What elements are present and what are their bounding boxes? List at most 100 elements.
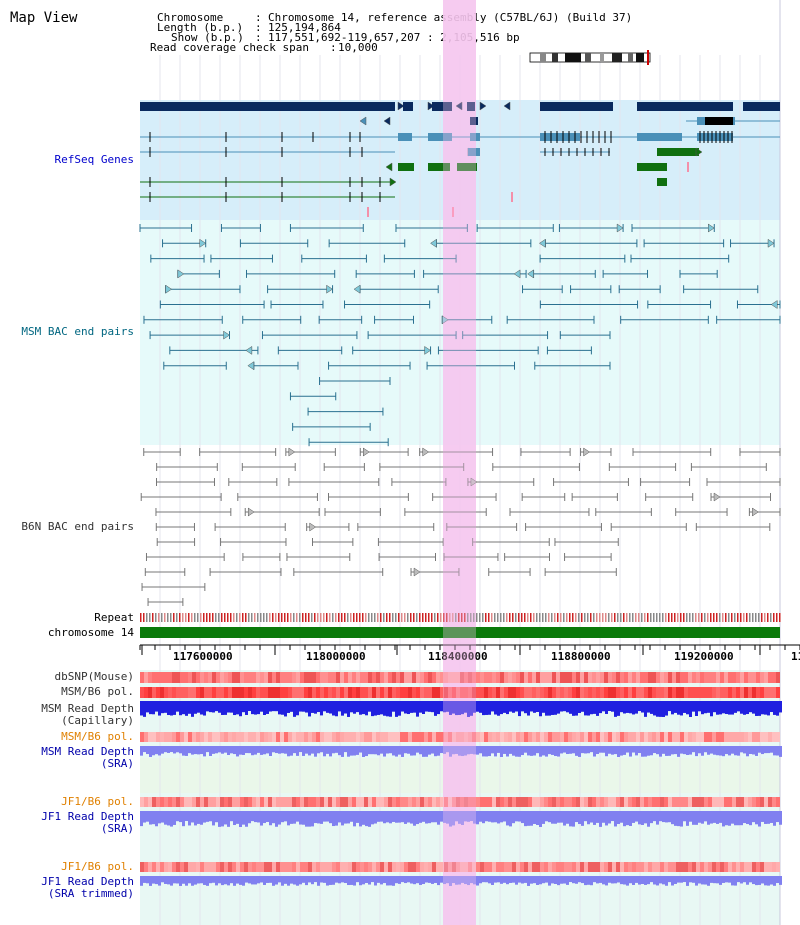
depth-bar <box>749 701 752 713</box>
depth-bar <box>713 811 716 823</box>
repeat-mark <box>395 613 397 622</box>
depth-bar <box>347 746 350 757</box>
heat-cell <box>400 687 404 698</box>
depth-bar <box>644 876 647 885</box>
heat-cell <box>516 672 520 683</box>
depth-bar <box>311 876 314 885</box>
repeat-mark <box>374 613 376 622</box>
depth-bar <box>395 701 398 717</box>
axis-tick-label: 118400000 <box>428 650 488 663</box>
heat-cell <box>456 797 460 807</box>
depth-bar <box>317 811 320 824</box>
depth-bar <box>464 746 467 756</box>
depth-bar <box>377 746 380 756</box>
depth-bar <box>308 811 311 827</box>
heat-cell <box>192 797 196 807</box>
heat-cell <box>380 732 384 742</box>
depth-bar <box>740 746 743 753</box>
track-label-jf1-depth-trimmed[interactable]: JF1 Read Depth <box>41 875 134 888</box>
repeat-mark <box>629 613 631 622</box>
heat-cell <box>492 672 496 683</box>
heat-cell <box>344 672 348 683</box>
depth-bar <box>620 746 623 756</box>
track-label-jf1-depth[interactable]: JF1 Read Depth <box>41 810 134 823</box>
depth-bar <box>158 746 161 756</box>
heat-cell <box>320 732 324 742</box>
track-label-jf1-b6-pol[interactable]: JF1/B6 pol. <box>61 795 134 808</box>
depth-bar <box>467 876 470 886</box>
depth-bar <box>386 811 389 823</box>
heat-cell <box>496 687 500 698</box>
depth-bar <box>200 876 203 884</box>
depth-bar <box>248 876 251 884</box>
depth-bar <box>380 811 383 822</box>
heat-cell <box>524 797 528 807</box>
depth-bar <box>698 746 701 754</box>
heat-cell <box>252 797 256 807</box>
depth-bar <box>173 701 176 715</box>
heat-cell <box>212 672 216 683</box>
heat-cell <box>440 732 444 742</box>
depth-bar <box>482 811 485 824</box>
depth-bar <box>332 876 335 885</box>
heat-cell <box>744 687 748 698</box>
depth-bar <box>431 701 434 713</box>
depth-bar <box>284 876 287 884</box>
repeat-mark <box>224 613 226 622</box>
repeat-mark <box>365 613 367 622</box>
track-label-msm-bac[interactable]: MSM BAC end pairs <box>21 325 134 338</box>
depth-bar <box>359 701 362 715</box>
repeat-mark <box>539 613 541 622</box>
track-label-msm-b6-pol-2[interactable]: MSM/B6 pol. <box>61 730 134 743</box>
track-label-msm-depth-sra[interactable]: MSM Read Depth <box>41 745 134 758</box>
depth-bar <box>257 746 260 753</box>
heat-cell <box>440 687 444 698</box>
heat-cell <box>424 687 428 698</box>
heat-cell <box>672 797 676 807</box>
jf1-b6-pol-2-track <box>140 862 780 872</box>
heat-cell <box>484 862 488 872</box>
heat-cell <box>472 797 476 807</box>
depth-bar <box>539 876 542 885</box>
depth-bar <box>713 876 716 884</box>
depth-bar <box>494 876 497 883</box>
heat-cell <box>148 732 152 742</box>
track-label-jf1-b6-pol-2[interactable]: JF1/B6 pol. <box>61 860 134 873</box>
track-label-msm-depth-capillary[interactable]: MSM Read Depth <box>41 702 134 715</box>
depth-bar <box>485 876 488 883</box>
heat-cell <box>428 862 432 872</box>
heat-cell <box>212 687 216 698</box>
depth-bar <box>458 876 461 885</box>
depth-bar <box>167 746 170 753</box>
depth-bar <box>623 876 626 885</box>
depth-bar <box>500 746 503 757</box>
heat-cell <box>676 797 680 807</box>
depth-bar <box>617 701 620 716</box>
depth-bar <box>266 701 269 714</box>
depth-bar <box>455 701 458 716</box>
depth-bar <box>236 746 239 757</box>
track-label-dbsnp[interactable]: dbSNP(Mouse) <box>54 670 134 683</box>
repeat-mark <box>662 613 664 622</box>
heat-cell <box>188 672 192 683</box>
heat-cell <box>704 672 708 683</box>
bac-arrow <box>247 361 255 371</box>
heat-cell <box>272 672 276 683</box>
heat-cell <box>608 862 612 872</box>
depth-bar <box>512 701 515 713</box>
depth-bar <box>563 746 566 753</box>
depth-bar <box>749 746 752 754</box>
depth-bar <box>743 701 746 715</box>
track-label-b6n-bac[interactable]: B6N BAC end pairs <box>21 520 134 533</box>
depth-bar <box>392 701 395 712</box>
track-label-msm-b6-pol[interactable]: MSM/B6 pol. <box>61 685 134 698</box>
depth-bar <box>632 876 635 885</box>
heat-cell <box>760 732 764 742</box>
track-label-refseq[interactable]: RefSeq Genes <box>54 153 134 166</box>
coverage-value: 10,000 <box>338 41 378 54</box>
track-label-jf1-depth-sub: (SRA) <box>100 822 134 835</box>
heat-cell <box>496 862 500 872</box>
heat-cell <box>312 797 316 807</box>
track-label-repeat[interactable]: Repeat <box>94 611 134 624</box>
